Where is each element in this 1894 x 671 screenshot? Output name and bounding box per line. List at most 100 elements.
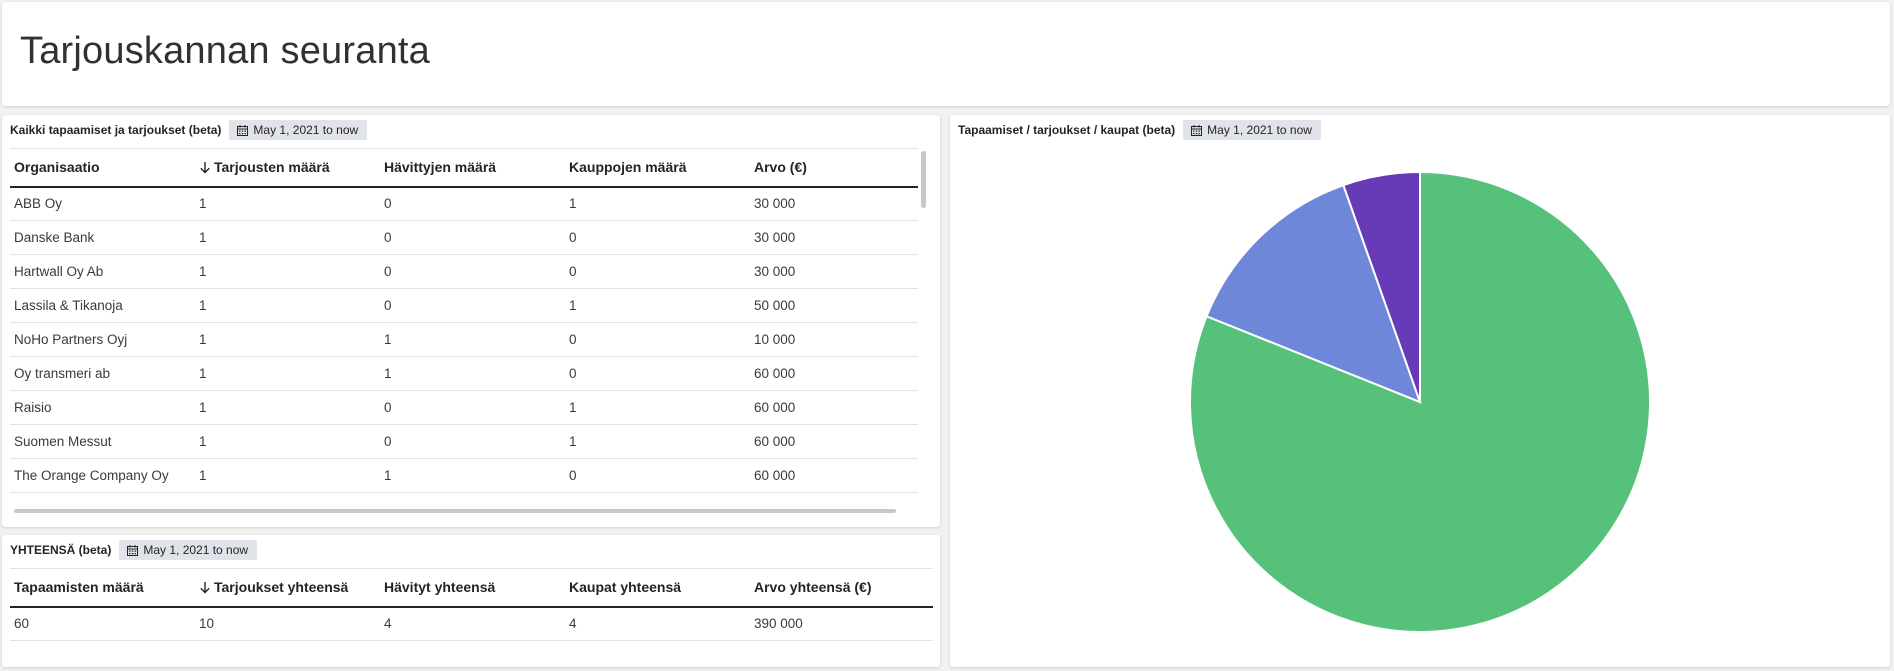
table-cell: 1 bbox=[380, 322, 565, 357]
table-cell: 0 bbox=[565, 356, 750, 391]
table-cell: 1 bbox=[195, 288, 380, 323]
table-row[interactable]: Hartwall Oy Ab 1 0 0 30 000 bbox=[10, 254, 918, 289]
table-header-row: Tapaamisten määrä Tarjoukset yhteensä Hävi… bbox=[10, 568, 933, 608]
table-cell: Danske Bank bbox=[10, 220, 195, 255]
pie-chart bbox=[1189, 170, 1651, 633]
pie-slice-0[interactable] bbox=[1189, 170, 1651, 633]
column-header-label: Kaupat yhteensä bbox=[569, 579, 682, 596]
table-cell: 0 bbox=[565, 254, 750, 289]
offers-table: Organisaatio Tarjousten määrä Hävittyjen m… bbox=[10, 148, 918, 493]
table-cell: The Orange Company Oy bbox=[10, 458, 195, 493]
column-header[interactable]: Kaupat yhteensä bbox=[565, 568, 750, 608]
table-cell: 390 000 bbox=[750, 606, 933, 641]
column-header[interactable]: Hävittyjen määrä bbox=[380, 148, 565, 188]
header-card: Tarjouskannan seuranta bbox=[2, 2, 1890, 106]
table-cell: 1 bbox=[195, 458, 380, 493]
table-row[interactable]: The Orange Company Oy 1 1 0 60 000 bbox=[10, 458, 918, 493]
column-header[interactable]: Hävityt yhteensä bbox=[380, 568, 565, 608]
page-title: Tarjouskannan seuranta bbox=[20, 30, 431, 72]
offers-table-title: Kaikki tapaamiset ja tarjoukset (beta) bbox=[10, 123, 222, 137]
date-filter-chip[interactable]: May 1, 2021 to now bbox=[119, 540, 258, 560]
table-cell: 1 bbox=[380, 356, 565, 391]
table-row[interactable]: ABB Oy 1 0 1 30 000 bbox=[10, 186, 918, 221]
column-header-label: Hävityt yhteensä bbox=[384, 579, 496, 596]
table-cell: 1 bbox=[565, 390, 750, 425]
table-cell: 30 000 bbox=[750, 254, 918, 289]
date-filter-label: May 1, 2021 to now bbox=[253, 123, 359, 137]
column-header-label: Organisaatio bbox=[14, 159, 100, 176]
column-header-label: Tarjoukset yhteensä bbox=[214, 579, 349, 596]
table-cell: Hartwall Oy Ab bbox=[10, 254, 195, 289]
calendar-icon bbox=[237, 124, 249, 136]
offers-table-header: Kaikki tapaamiset ja tarjoukset (beta) M… bbox=[10, 118, 368, 142]
column-header[interactable]: Arvo (€) bbox=[750, 148, 918, 188]
totals-table: Tapaamisten määrä Tarjoukset yhteensä Hävi… bbox=[10, 568, 933, 641]
column-header[interactable]: Tarjousten määrä bbox=[195, 148, 380, 188]
table-row[interactable]: NoHo Partners Oyj 1 1 0 10 000 bbox=[10, 322, 918, 357]
table-row[interactable]: Oy transmeri ab 1 1 0 60 000 bbox=[10, 356, 918, 391]
date-filter-label: May 1, 2021 to now bbox=[143, 543, 249, 557]
table-cell: ABB Oy bbox=[10, 186, 195, 221]
date-filter-chip[interactable]: May 1, 2021 to now bbox=[1183, 120, 1321, 140]
horizontal-scrollbar[interactable] bbox=[14, 509, 896, 513]
column-header-label: Tapaamisten määrä bbox=[14, 579, 144, 596]
table-cell: 0 bbox=[565, 220, 750, 255]
table-row[interactable]: 60 10 4 4 390 000 bbox=[10, 606, 933, 641]
vertical-scrollbar[interactable] bbox=[921, 151, 926, 208]
table-cell: 10 bbox=[195, 606, 380, 641]
pie-chart-card: Tapaamiset / tarjoukset / kaupat (beta) … bbox=[950, 115, 1890, 667]
table-cell: 60 000 bbox=[750, 424, 918, 459]
table-cell: 60 000 bbox=[750, 458, 918, 493]
column-header-label: Tarjousten määrä bbox=[214, 159, 330, 176]
table-cell: 10 000 bbox=[750, 322, 918, 357]
table-cell: Lassila & Tikanoja bbox=[10, 288, 195, 323]
table-cell: NoHo Partners Oyj bbox=[10, 322, 195, 357]
table-cell: 1 bbox=[195, 424, 380, 459]
table-cell: 1 bbox=[565, 288, 750, 323]
column-header[interactable]: Tarjoukset yhteensä bbox=[195, 568, 380, 608]
column-header[interactable]: Arvo yhteensä (€) bbox=[750, 568, 933, 608]
totals-header: YHTEENSÄ (beta) May 1, 2021 to now bbox=[10, 538, 258, 562]
date-filter-label: May 1, 2021 to now bbox=[1207, 123, 1312, 137]
arrow-down-icon bbox=[200, 582, 210, 594]
table-cell: 0 bbox=[380, 186, 565, 221]
table-cell: 1 bbox=[195, 390, 380, 425]
table-cell: 60 000 bbox=[750, 356, 918, 391]
column-header-label: Kauppojen määrä bbox=[569, 159, 687, 176]
table-cell: 0 bbox=[565, 458, 750, 493]
table-row[interactable]: Raisio 1 0 1 60 000 bbox=[10, 390, 918, 425]
table-cell: 0 bbox=[380, 390, 565, 425]
table-cell: 50 000 bbox=[750, 288, 918, 323]
column-header-label: Arvo (€) bbox=[754, 159, 807, 176]
table-cell: 60 000 bbox=[750, 390, 918, 425]
table-cell: Raisio bbox=[10, 390, 195, 425]
table-cell: 1 bbox=[195, 322, 380, 357]
pie-chart-header: Tapaamiset / tarjoukset / kaupat (beta) … bbox=[958, 118, 1321, 142]
date-filter-chip[interactable]: May 1, 2021 to now bbox=[229, 120, 368, 140]
column-header[interactable]: Kauppojen määrä bbox=[565, 148, 750, 188]
pie-slice-2[interactable] bbox=[1342, 170, 1421, 403]
table-cell: Oy transmeri ab bbox=[10, 356, 195, 391]
table-row[interactable]: Suomen Messut 1 0 1 60 000 bbox=[10, 424, 918, 459]
pie-slice-1[interactable] bbox=[1205, 183, 1422, 404]
table-cell: 1 bbox=[195, 186, 380, 221]
table-cell: 0 bbox=[380, 220, 565, 255]
table-cell: 30 000 bbox=[750, 220, 918, 255]
totals-title: YHTEENSÄ (beta) bbox=[10, 543, 112, 557]
calendar-icon bbox=[1191, 124, 1203, 136]
table-cell: 1 bbox=[195, 356, 380, 391]
table-row[interactable]: Lassila & Tikanoja 1 0 1 50 000 bbox=[10, 288, 918, 323]
table-cell: 1 bbox=[195, 254, 380, 289]
table-cell: 0 bbox=[380, 288, 565, 323]
table-row[interactable]: Danske Bank 1 0 0 30 000 bbox=[10, 220, 918, 255]
table-cell: 60 bbox=[10, 606, 195, 641]
column-header[interactable]: Tapaamisten määrä bbox=[10, 568, 195, 608]
column-header-label: Arvo yhteensä (€) bbox=[754, 579, 872, 596]
calendar-icon bbox=[127, 544, 139, 556]
arrow-down-icon bbox=[200, 162, 210, 174]
pie-chart-title: Tapaamiset / tarjoukset / kaupat (beta) bbox=[958, 123, 1176, 137]
table-cell: 1 bbox=[195, 220, 380, 255]
table-cell: 0 bbox=[380, 254, 565, 289]
column-header-label: Hävittyjen määrä bbox=[384, 159, 497, 176]
column-header[interactable]: Organisaatio bbox=[10, 148, 195, 188]
